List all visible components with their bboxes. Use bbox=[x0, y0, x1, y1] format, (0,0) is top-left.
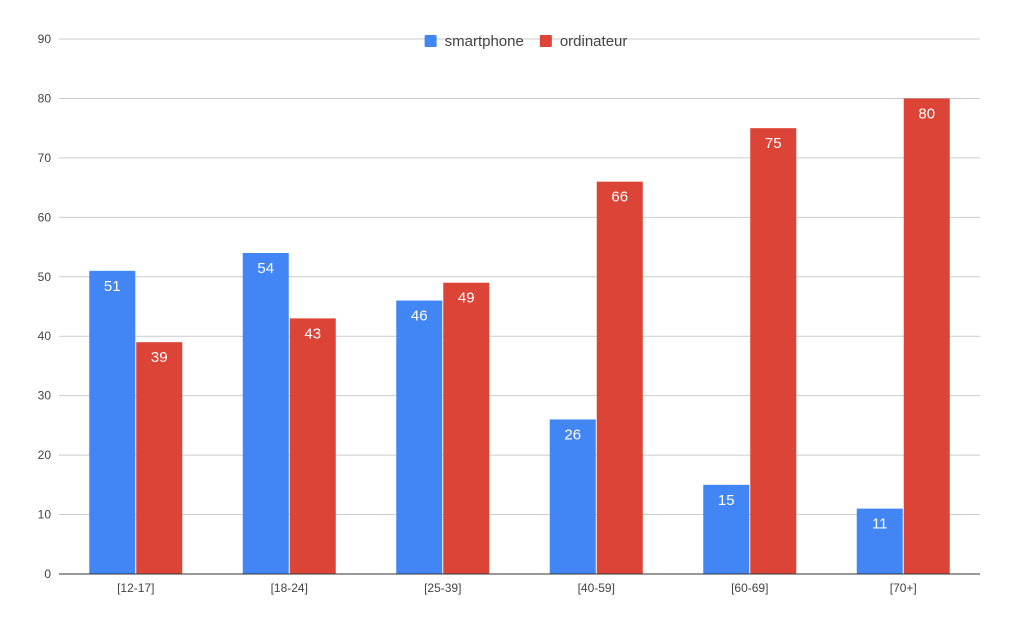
bar-smartphone-5 bbox=[856, 508, 903, 574]
y-tick-label: 20 bbox=[38, 448, 52, 462]
x-tick-label: [60-69] bbox=[731, 581, 768, 595]
y-axis: 0 10 20 30 40 50 60 70 80 90 bbox=[38, 32, 52, 581]
bar-smartphone-4 bbox=[703, 484, 750, 574]
bar-ordinateur-4 bbox=[750, 128, 797, 574]
data-labels: 51 39 54 43 46 49 26 66 15 75 11 80 bbox=[104, 105, 935, 532]
x-tick-label: [18-24] bbox=[271, 581, 308, 595]
bar-smartphone-1 bbox=[242, 253, 289, 574]
y-tick-label: 50 bbox=[38, 270, 52, 284]
data-label-ordinateur-0: 39 bbox=[151, 349, 168, 366]
legend-swatch-ordinateur bbox=[539, 35, 552, 47]
data-label-ordinateur-3: 66 bbox=[611, 189, 628, 206]
bar-smartphone-0 bbox=[89, 270, 136, 574]
data-label-ordinateur-1: 43 bbox=[304, 325, 321, 342]
x-tick-label: [70+] bbox=[890, 581, 917, 595]
x-tick-label: [12-17] bbox=[117, 581, 154, 595]
y-tick-label: 10 bbox=[38, 508, 52, 522]
y-tick-label: 60 bbox=[38, 210, 52, 224]
data-label-ordinateur-5: 80 bbox=[918, 105, 935, 122]
data-label-smartphone-3: 26 bbox=[564, 426, 581, 443]
bar-smartphone-3 bbox=[549, 419, 596, 574]
y-tick-label: 40 bbox=[38, 329, 52, 343]
gridlines bbox=[59, 38, 980, 516]
y-tick-label: 90 bbox=[38, 32, 52, 46]
data-label-smartphone-0: 51 bbox=[104, 278, 121, 295]
legend: smartphone ordinateur bbox=[424, 33, 628, 50]
bar-smartphone-2 bbox=[396, 300, 443, 574]
x-tick-label: [40-59] bbox=[578, 581, 615, 595]
bar-ordinateur-3 bbox=[596, 181, 643, 574]
data-label-smartphone-5: 11 bbox=[872, 516, 888, 533]
y-tick-label: 0 bbox=[44, 567, 51, 581]
data-label-ordinateur-4: 75 bbox=[765, 135, 782, 152]
bar-ordinateur-0 bbox=[136, 342, 183, 574]
legend-label-smartphone: smartphone bbox=[445, 33, 524, 50]
data-label-smartphone-4: 15 bbox=[718, 492, 735, 509]
data-label-ordinateur-2: 49 bbox=[458, 290, 475, 307]
legend-label-ordinateur: ordinateur bbox=[560, 33, 628, 50]
y-tick-label: 30 bbox=[38, 389, 52, 403]
y-tick-label: 70 bbox=[38, 151, 52, 165]
y-tick-label: 80 bbox=[38, 91, 52, 105]
x-tick-label: [25-39] bbox=[424, 581, 461, 595]
data-label-smartphone-1: 54 bbox=[257, 260, 274, 277]
bar-ordinateur-5 bbox=[903, 98, 950, 574]
x-axis: [12-17] [18-24] [25-39] [40-59] [60-69] [70+] bbox=[59, 573, 980, 595]
bar-ordinateur-1 bbox=[289, 318, 336, 574]
bars bbox=[89, 98, 950, 574]
bar-ordinateur-2 bbox=[443, 282, 490, 574]
data-label-smartphone-2: 46 bbox=[411, 308, 428, 325]
legend-swatch-smartphone bbox=[424, 35, 437, 47]
